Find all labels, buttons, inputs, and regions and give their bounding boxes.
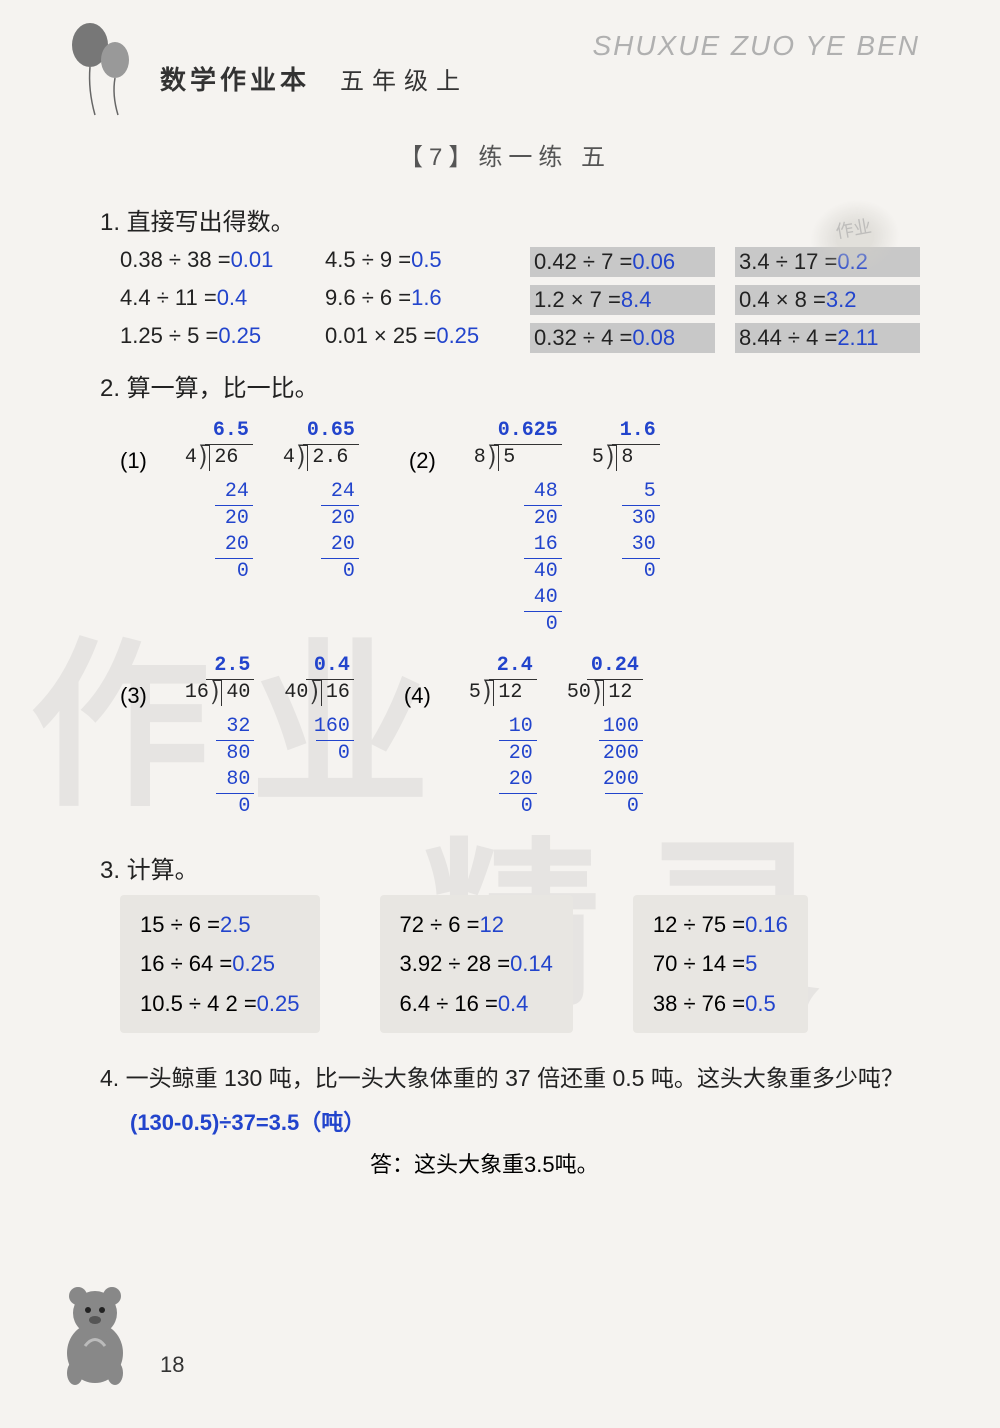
- long-div-group: (4) 2.45⟌121020200 0.2450⟌121002002000: [404, 653, 643, 820]
- pinyin-title: SHUXUE ZUO YE BEN: [592, 30, 920, 62]
- equation-cell: 9.6 ÷ 6 =1.6: [325, 285, 510, 315]
- q1-title: 1. 直接写出得数。: [100, 202, 920, 237]
- equation-cell: 0.42 ÷ 7 =0.06: [530, 247, 715, 277]
- page-number: 18: [160, 1352, 184, 1378]
- q3-column: 12 ÷ 75 =0.1670 ÷ 14 =538 ÷ 76 =0.5: [633, 895, 808, 1034]
- group-label: (4): [404, 683, 431, 709]
- q3-title: 3. 计算。: [100, 850, 920, 885]
- long-division: 0.6258⟌548201640400: [474, 418, 562, 638]
- equation-cell: 0.32 ÷ 4 =0.08: [530, 323, 715, 353]
- q3-grid: 15 ÷ 6 =2.516 ÷ 64 =0.2510.5 ÷ 4 2 =0.25…: [120, 895, 920, 1034]
- balloon-icon: [60, 20, 140, 120]
- long-division: 0.2450⟌121002002000: [567, 653, 643, 820]
- equation-cell: 72 ÷ 6 =12: [400, 905, 553, 945]
- long-div-group: (3) 2.516⟌403280800 0.440⟌161600: [120, 653, 354, 820]
- long-division: 2.45⟌121020200: [469, 653, 537, 820]
- long-division: 2.516⟌403280800: [185, 653, 255, 820]
- group-label: (1): [120, 448, 147, 474]
- equation-cell: 8.44 ÷ 4 =2.11: [735, 323, 920, 353]
- equation-cell: 4.5 ÷ 9 =0.5: [325, 247, 510, 277]
- equation-cell: 4.4 ÷ 11 =0.4: [120, 285, 305, 315]
- q4-answer: 答：这头大象重3.5吨。: [370, 1147, 920, 1179]
- q4-work: (130-0.5)÷37=3.5（吨）: [130, 1105, 920, 1137]
- bear-icon: [50, 1278, 140, 1388]
- group-label: (3): [120, 683, 147, 709]
- equation-cell: 0.01 × 25 =0.25: [325, 323, 510, 353]
- long-division: 1.65⟌8530300: [592, 418, 660, 585]
- q2-container: (1) 6.54⟌262420200 0.654⟌2.62420200 (2) 0.62…: [90, 418, 920, 820]
- equation-cell: 10.5 ÷ 4 2 =0.25: [140, 984, 300, 1024]
- long-div-group: (1) 6.54⟌262420200 0.654⟌2.62420200: [120, 418, 359, 585]
- q3-column: 15 ÷ 6 =2.516 ÷ 64 =0.2510.5 ÷ 4 2 =0.25: [120, 895, 320, 1034]
- equation-cell: 12 ÷ 75 =0.16: [653, 905, 788, 945]
- q4-text: 4. 一头鲸重 130 吨，比一头大象体重的 37 倍还重 0.5 吨。这头大象…: [100, 1058, 920, 1099]
- q1-grid: 0.38 ÷ 38 =0.01 4.5 ÷ 9 =0.5 0.42 ÷ 7 =0.0…: [120, 247, 920, 353]
- book-title: 数学作业本: [160, 60, 310, 97]
- equation-cell: 15 ÷ 6 =2.5: [140, 905, 300, 945]
- equation-cell: 1.2 × 7 =8.4: [530, 285, 715, 315]
- equation-cell: 70 ÷ 14 =5: [653, 944, 788, 984]
- equation-cell: 0.38 ÷ 38 =0.01: [120, 247, 305, 277]
- grade-label: 五年级上: [340, 61, 468, 96]
- equation-cell: 0.4 × 8 =3.2: [735, 285, 920, 315]
- q3-column: 72 ÷ 6 =123.92 ÷ 28 =0.146.4 ÷ 16 =0.4: [380, 895, 573, 1034]
- long-div-group: (2) 0.6258⟌548201640400 1.65⟌8530300: [409, 418, 660, 638]
- q2-title: 2. 算一算，比一比。: [100, 368, 920, 403]
- long-division: 0.440⟌161600: [284, 653, 354, 767]
- long-division: 0.654⟌2.62420200: [283, 418, 359, 585]
- equation-cell: 38 ÷ 76 =0.5: [653, 984, 788, 1024]
- equation-cell: 1.25 ÷ 5 =0.25: [120, 323, 305, 353]
- equation-cell: 6.4 ÷ 16 =0.4: [400, 984, 553, 1024]
- long-division: 6.54⟌262420200: [185, 418, 253, 585]
- group-label: (2): [409, 448, 436, 474]
- equation-cell: 16 ÷ 64 =0.25: [140, 944, 300, 984]
- equation-cell: 3.92 ÷ 28 =0.14: [400, 944, 553, 984]
- section-title: 【7】练一练 五: [90, 137, 920, 172]
